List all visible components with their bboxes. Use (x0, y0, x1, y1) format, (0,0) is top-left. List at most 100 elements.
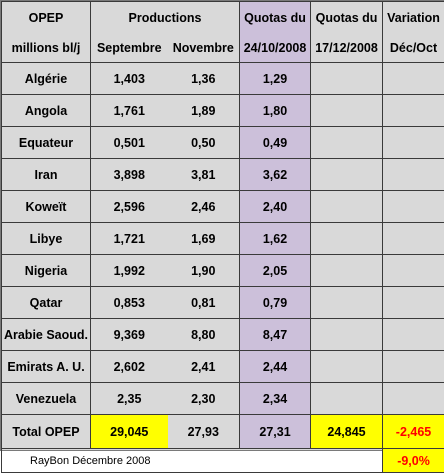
table-row: Emirats A. U. 2,602 2,41 2,44 (2, 351, 444, 383)
variation (383, 223, 444, 255)
total-quota-oct: 27,31 (240, 415, 311, 449)
production-november: 0,81 (168, 287, 240, 319)
country-name: Iran (2, 159, 91, 191)
total-november: 27,93 (168, 415, 240, 449)
variation (383, 351, 444, 383)
total-quota-dec: 24,845 (311, 415, 383, 449)
country-name: Nigeria (2, 255, 91, 287)
production-september: 1,721 (91, 223, 168, 255)
country-name: Koweït (2, 191, 91, 223)
country-name: Equateur (2, 127, 91, 159)
quota-dec (311, 127, 383, 159)
production-september: 2,35 (91, 383, 168, 415)
production-september: 9,369 (91, 319, 168, 351)
variation (383, 255, 444, 287)
quota-dec (311, 223, 383, 255)
quota-oct: 1,62 (240, 223, 311, 255)
opec-production-sheet: OPEP Productions Quotas du Quotas du Var… (0, 0, 444, 451)
production-september: 0,501 (91, 127, 168, 159)
production-september: 1,403 (91, 63, 168, 95)
production-november: 2,41 (168, 351, 240, 383)
country-name: Angola (2, 95, 91, 127)
country-rows: Algérie 1,403 1,36 1,29 Angola 1,761 1,8… (2, 63, 444, 415)
header-septembre: Septembre (91, 33, 168, 63)
variation (383, 383, 444, 415)
variation (383, 319, 444, 351)
total-variation: -2,465 (383, 415, 444, 449)
footer-row: RayBon Décembre 2008 -9,0% (2, 449, 444, 473)
quota-oct: 1,29 (240, 63, 311, 95)
quota-oct: 2,34 (240, 383, 311, 415)
header-productions: Productions (91, 2, 240, 34)
country-name: Libye (2, 223, 91, 255)
quota-dec (311, 287, 383, 319)
header-opep: OPEP (2, 2, 91, 34)
country-name: Venezuela (2, 383, 91, 415)
quota-oct: 3,62 (240, 159, 311, 191)
country-name: Qatar (2, 287, 91, 319)
quota-dec (311, 319, 383, 351)
variation (383, 63, 444, 95)
table-row: Arabie Saoud. 9,369 8,80 8,47 (2, 319, 444, 351)
table-row: Iran 3,898 3,81 3,62 (2, 159, 444, 191)
table-row: Koweït 2,596 2,46 2,40 (2, 191, 444, 223)
production-november: 8,80 (168, 319, 240, 351)
quota-oct: 2,05 (240, 255, 311, 287)
header-quotas1-line1: Quotas du (240, 2, 311, 34)
variation (383, 159, 444, 191)
variation (383, 287, 444, 319)
header-variation-line2: Déc/Oct (383, 33, 444, 63)
production-september: 1,761 (91, 95, 168, 127)
production-september: 3,898 (91, 159, 168, 191)
quota-oct: 2,44 (240, 351, 311, 383)
footer-blank (240, 449, 311, 473)
quota-oct: 8,47 (240, 319, 311, 351)
header-quotas2-line1: Quotas du (311, 2, 383, 34)
header-quotas2-date: 17/12/2008 (311, 33, 383, 63)
country-name: Algérie (2, 63, 91, 95)
production-november: 1,36 (168, 63, 240, 95)
quota-dec (311, 191, 383, 223)
total-label: Total OPEP (2, 415, 91, 449)
quota-dec (311, 95, 383, 127)
header-novembre: Novembre (168, 33, 240, 63)
quota-dec (311, 351, 383, 383)
header-unit: millions bl/j (2, 33, 91, 63)
production-november: 2,46 (168, 191, 240, 223)
country-name: Emirats A. U. (2, 351, 91, 383)
production-september: 2,602 (91, 351, 168, 383)
author-note: RayBon Décembre 2008 (2, 449, 240, 473)
quota-oct: 0,49 (240, 127, 311, 159)
quota-dec (311, 159, 383, 191)
quota-dec (311, 255, 383, 287)
production-september: 2,596 (91, 191, 168, 223)
country-name: Arabie Saoud. (2, 319, 91, 351)
variation (383, 127, 444, 159)
total-row: Total OPEP 29,045 27,93 27,31 24,845 -2,… (2, 415, 444, 449)
quota-dec (311, 383, 383, 415)
production-september: 0,853 (91, 287, 168, 319)
production-september: 1,992 (91, 255, 168, 287)
quota-oct: 1,80 (240, 95, 311, 127)
variation-percent: -9,0% (383, 449, 444, 473)
production-november: 1,69 (168, 223, 240, 255)
quota-oct: 2,40 (240, 191, 311, 223)
footer-blank (311, 449, 383, 473)
table-row: Angola 1,761 1,89 1,80 (2, 95, 444, 127)
quota-dec (311, 63, 383, 95)
header-quotas1-date: 24/10/2008 (240, 33, 311, 63)
table-row: Algérie 1,403 1,36 1,29 (2, 63, 444, 95)
variation (383, 191, 444, 223)
quota-oct: 0,79 (240, 287, 311, 319)
production-november: 0,50 (168, 127, 240, 159)
table-row: Nigeria 1,992 1,90 2,05 (2, 255, 444, 287)
table-row: Venezuela 2,35 2,30 2,34 (2, 383, 444, 415)
header-row-1: OPEP Productions Quotas du Quotas du Var… (2, 2, 444, 34)
header-row-2: millions bl/j Septembre Novembre 24/10/2… (2, 33, 444, 63)
table-row: Libye 1,721 1,69 1,62 (2, 223, 444, 255)
table-row: Qatar 0,853 0,81 0,79 (2, 287, 444, 319)
production-november: 2,30 (168, 383, 240, 415)
production-november: 3,81 (168, 159, 240, 191)
production-november: 1,89 (168, 95, 240, 127)
